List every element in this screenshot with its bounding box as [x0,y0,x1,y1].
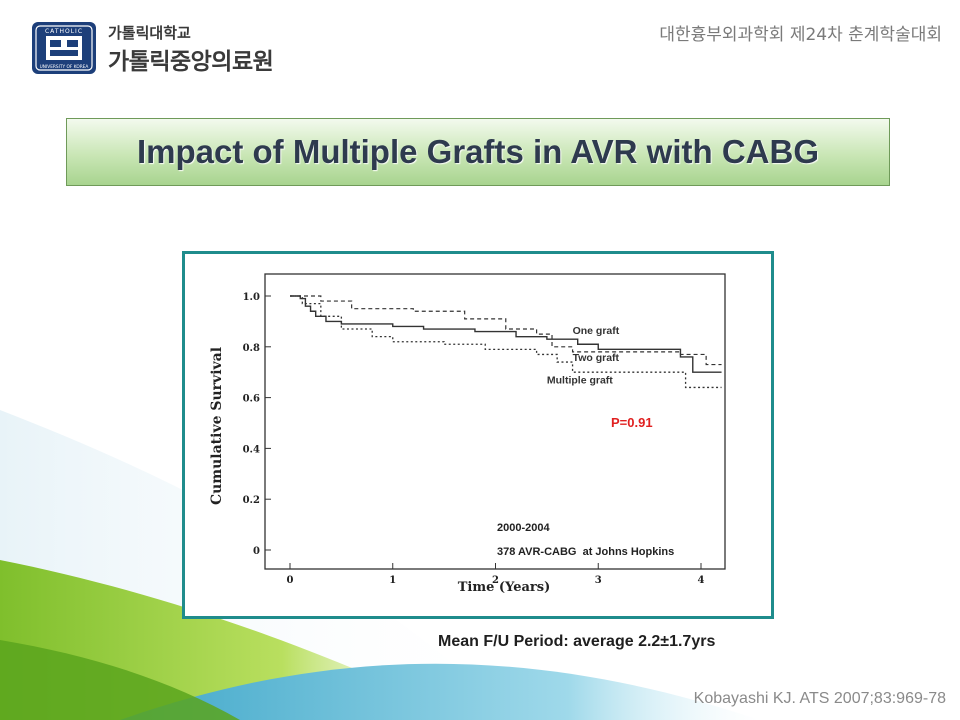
survival-chart: 0 0.2 0.4 0.6 0.8 1.0 0 1 2 3 4 One graft Two graft… [209,273,726,595]
slide-title: Impact of Multiple Grafts in AVR with CA… [136,133,819,170]
p-value-label: P=0.91 [611,415,653,430]
x-axis-label: Time (Years) [458,580,550,595]
chart-frame: 0 0.2 0.4 0.6 0.8 1.0 0 1 2 3 4 One graft Two graft… [182,251,774,619]
y-tick-label: 0.4 [243,444,260,455]
logo-ring-bottom: UNIVERSITY OF KOREA [40,64,89,70]
x-tick-label: 3 [595,575,602,586]
y-tick-label: 0.2 [243,495,260,506]
period-annotation: 2000-2004 [497,522,550,534]
title-banner: Impact of Multiple Grafts in AVR with CA… [66,118,890,186]
y-tick-label: 0 [253,546,260,557]
citation: Kobayashi KJ. ATS 2007;83:969-78 [693,690,946,707]
teal-wave [120,663,760,720]
x-tick-label: 0 [287,575,294,586]
mean-followup-period: Mean F/U Period: average 2.2±1.7yrs [438,633,716,650]
series-label-two-graft: Two graft [573,352,620,364]
series-line-multiple-graft [290,295,722,389]
chart-axes: 0 0.2 0.4 0.6 0.8 1.0 0 1 2 3 4 [243,273,726,586]
hospital-logo: CATHOLIC UNIVERSITY OF KOREA 가톨릭대학교 가톨릭중… [28,18,288,78]
series-label-multiple-graft: Multiple graft [547,375,613,387]
catholic-emblem-icon: CATHOLIC UNIVERSITY OF KOREA [32,22,96,74]
cohort-annotation: 378 AVR-CABG at Johns Hopkins [497,546,674,558]
x-tick-label: 1 [389,575,396,586]
series-label-one-graft: One graft [573,325,620,337]
x-tick-label: 2 [492,575,499,586]
conference-title: 대한흉부외과학회 제24차 춘계학술대회 [659,25,942,45]
plot-frame [264,273,726,570]
university-name: 가톨릭대학교 [108,24,191,42]
y-axis-label: Cumulative Survival [209,347,225,505]
chart-series: One graft Two graft Multiple graft [290,295,722,389]
y-tick-label: 0.6 [243,394,260,405]
logo-ring-top: CATHOLIC [45,28,83,35]
x-tick-label: 4 [698,575,705,586]
series-line-one-graft [290,295,722,373]
series-line-two-graft [290,295,722,366]
y-tick-label: 1.0 [243,292,260,303]
y-tick-label: 0.8 [243,343,260,354]
hospital-name: 가톨릭중앙의료원 [108,49,274,75]
dark-green-wave [0,640,240,720]
